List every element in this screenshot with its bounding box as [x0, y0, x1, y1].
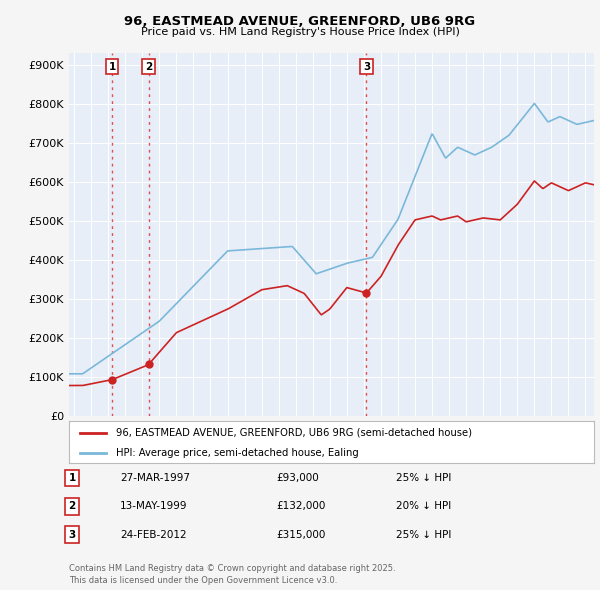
Text: 20% ↓ HPI: 20% ↓ HPI: [396, 502, 451, 511]
Text: 2: 2: [68, 502, 76, 511]
Text: Contains HM Land Registry data © Crown copyright and database right 2025.
This d: Contains HM Land Registry data © Crown c…: [69, 565, 395, 585]
Text: 1: 1: [68, 473, 76, 483]
Text: 3: 3: [363, 62, 370, 72]
Text: 25% ↓ HPI: 25% ↓ HPI: [396, 473, 451, 483]
Text: 1: 1: [109, 62, 116, 72]
Text: £315,000: £315,000: [276, 530, 325, 539]
Text: £132,000: £132,000: [276, 502, 325, 511]
Text: £93,000: £93,000: [276, 473, 319, 483]
Text: 96, EASTMEAD AVENUE, GREENFORD, UB6 9RG: 96, EASTMEAD AVENUE, GREENFORD, UB6 9RG: [124, 15, 476, 28]
Text: 96, EASTMEAD AVENUE, GREENFORD, UB6 9RG (semi-detached house): 96, EASTMEAD AVENUE, GREENFORD, UB6 9RG …: [116, 428, 472, 438]
Text: 27-MAR-1997: 27-MAR-1997: [120, 473, 190, 483]
Text: 2: 2: [145, 62, 152, 72]
Text: Price paid vs. HM Land Registry's House Price Index (HPI): Price paid vs. HM Land Registry's House …: [140, 27, 460, 37]
Text: 25% ↓ HPI: 25% ↓ HPI: [396, 530, 451, 539]
Text: 24-FEB-2012: 24-FEB-2012: [120, 530, 187, 539]
Text: HPI: Average price, semi-detached house, Ealing: HPI: Average price, semi-detached house,…: [116, 448, 359, 457]
Text: 13-MAY-1999: 13-MAY-1999: [120, 502, 187, 511]
Text: 3: 3: [68, 530, 76, 539]
